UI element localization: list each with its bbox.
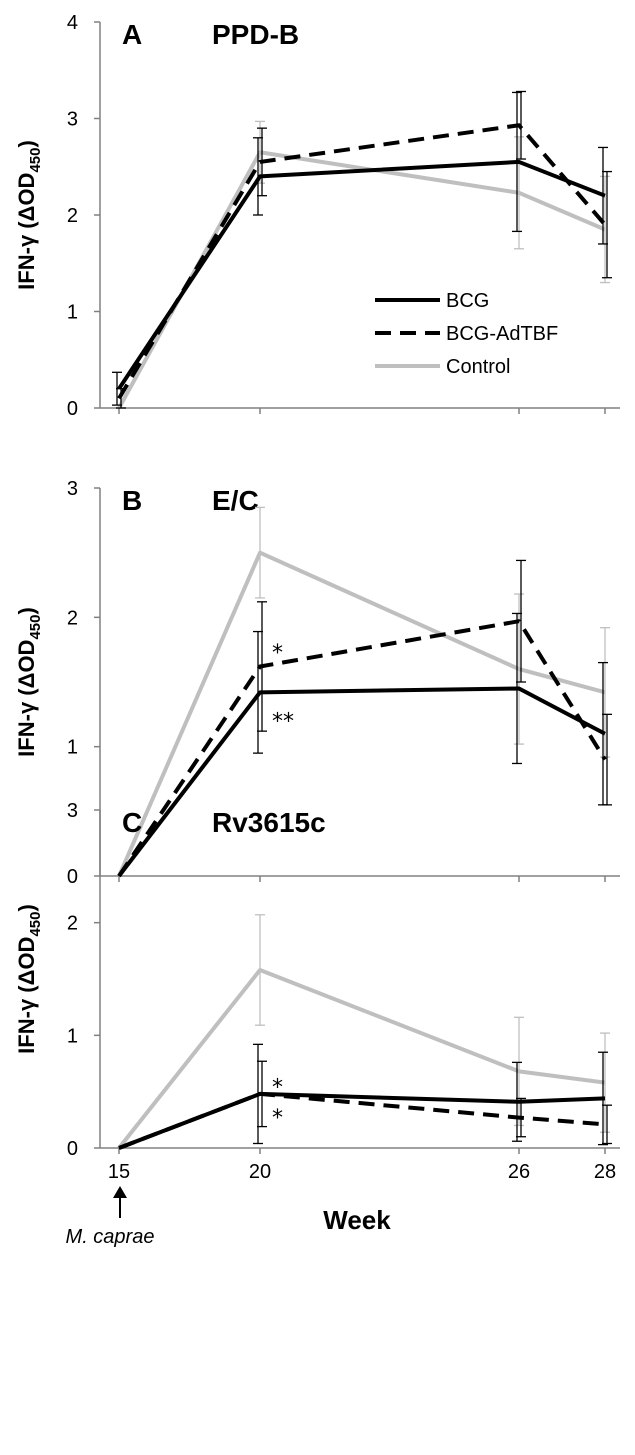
y-axis-label-close: )	[14, 904, 39, 911]
legend-label: BCG-AdTBF	[446, 323, 558, 345]
series-bcg-adtbf	[116, 90, 612, 409]
significance-star: **	[272, 709, 294, 734]
series-line	[117, 550, 606, 877]
x-tick-label: 28	[594, 1161, 616, 1183]
panel-title: Rv3615c	[212, 807, 326, 838]
series-control	[117, 120, 610, 409]
panel-a: 0 1 2 3 4 IFN-γ (ΔOD450) A PPD-B BCG BCG-AdTBF Con…	[14, 12, 620, 420]
y-tick-label: 3	[67, 800, 78, 822]
arrow-head	[113, 1186, 127, 1198]
x-tick-label: 15	[108, 1161, 130, 1183]
series-line	[118, 1091, 606, 1150]
y-axis-label-main: IFN-γ (ΔOD	[14, 640, 39, 757]
y-axis-label: IFN-γ (ΔOD450)	[14, 607, 44, 757]
y-axis-label-main: IFN-γ (ΔOD	[14, 173, 39, 290]
y-axis-label-close: )	[14, 140, 39, 147]
y-axis-label-main: IFN-γ (ΔOD	[14, 937, 39, 1054]
panel-letter: C	[122, 807, 142, 838]
series-bcg	[117, 612, 608, 878]
panel-title: E/C	[212, 485, 259, 516]
series-bcg	[118, 1043, 608, 1150]
series-line	[117, 967, 606, 1150]
series-bcg-adtbf	[118, 1060, 612, 1150]
significance-star: *	[272, 641, 283, 666]
x-axis-label: Week	[323, 1205, 391, 1235]
y-axis-label-subscript: 450	[27, 615, 44, 640]
y-tick-label: 0	[67, 398, 78, 420]
legend-label: BCG	[446, 290, 489, 312]
y-tick-label: 2	[67, 913, 78, 935]
panel-letter: B	[122, 485, 142, 516]
legend-label: Control	[446, 356, 510, 378]
legend: BCG BCG-AdTBF Control	[375, 290, 558, 378]
x-tick-label: 20	[249, 1161, 271, 1183]
y-tick-label: 0	[67, 1138, 78, 1160]
series-line	[117, 686, 606, 878]
y-tick-label: 1	[67, 737, 78, 759]
y-tick-label: 3	[67, 478, 78, 500]
y-tick-label: 3	[67, 109, 78, 131]
y-axis-label-close: )	[14, 607, 39, 614]
y-tick-label: 1	[67, 1025, 78, 1047]
infection-annotation: M. caprae	[66, 1226, 155, 1248]
y-axis-label-subscript: 450	[27, 148, 44, 173]
y-tick-label: 2	[67, 205, 78, 227]
significance-star: *	[272, 1106, 283, 1131]
series-line	[117, 123, 607, 400]
panel-title: PPD-B	[212, 19, 299, 50]
panel-c: 0 1 2 3 IFN-γ (ΔOD450) C Rv3615c * * 15 20 26 28 Week…	[14, 800, 620, 1248]
y-tick-label: 2	[67, 607, 78, 629]
y-axis-label: IFN-γ (ΔOD450)	[14, 904, 44, 1054]
series-bcg-adtbf	[117, 559, 612, 878]
y-axis-label-subscript: 450	[27, 912, 44, 937]
y-axis-label: IFN-γ (ΔOD450)	[14, 140, 44, 290]
series-line	[117, 619, 607, 878]
series-control	[117, 506, 610, 877]
panel-letter: A	[122, 19, 142, 50]
y-tick-label: 0	[67, 866, 78, 888]
significance-star: *	[272, 1075, 283, 1100]
x-tick-label: 26	[508, 1161, 530, 1183]
y-tick-label: 1	[67, 302, 78, 324]
y-tick-label: 4	[67, 12, 78, 34]
series-control	[117, 914, 610, 1150]
